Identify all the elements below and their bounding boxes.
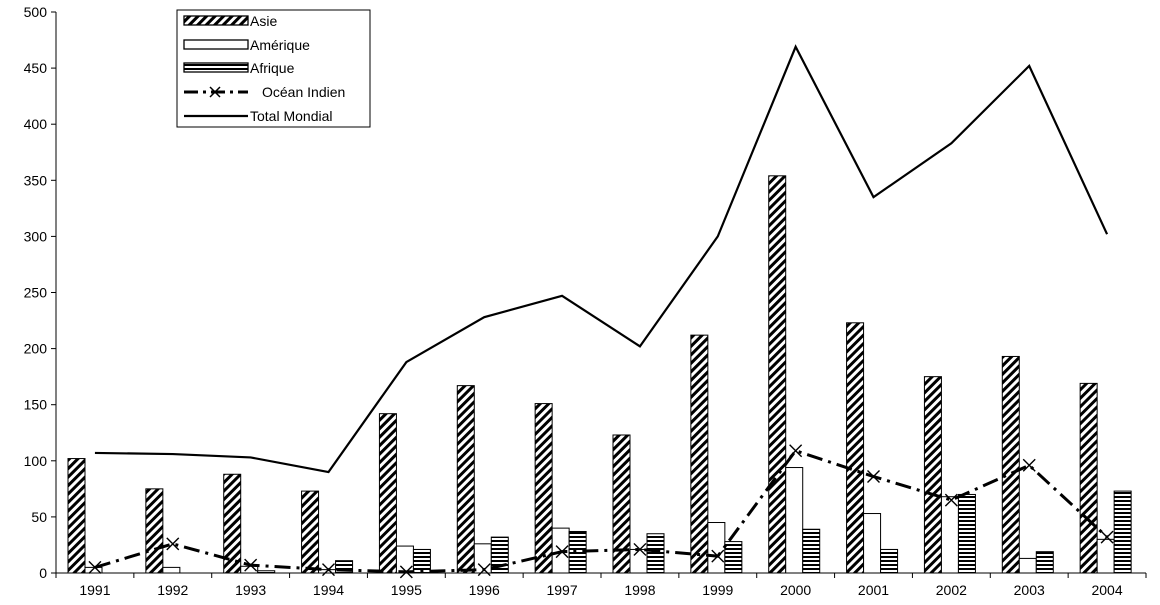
point-ocean-indien-1994 <box>322 563 335 577</box>
line-total-mondial <box>94 44 1109 474</box>
bar-afrique-2002 <box>957 493 976 574</box>
point-ocean-indien-1999 <box>711 549 725 563</box>
bar-amrique-2004 <box>1096 538 1115 574</box>
bar-amrique-1992 <box>162 566 181 574</box>
bar-amrique-2001 <box>863 513 882 574</box>
legend-swatch-asie <box>183 15 249 26</box>
bar-asie-2001 <box>846 322 865 574</box>
legend-marker-ocean-indien <box>209 86 221 98</box>
point-ocean-indien-1998 <box>633 542 647 556</box>
point-ocean-indien-2003 <box>1022 458 1036 472</box>
bar-amrique-1995 <box>395 545 414 574</box>
bar-asie-1995 <box>378 413 397 574</box>
bar-asie-1999 <box>690 334 709 574</box>
x-tick-label: 1992 <box>157 582 188 598</box>
x-tick-label: 2001 <box>858 582 889 598</box>
bar-afrique-2000 <box>802 528 821 574</box>
bar-asie-2002 <box>923 376 942 574</box>
bar-asie-2003 <box>1001 355 1020 574</box>
legend-label-ocean-indien: Océan Indien <box>262 84 345 100</box>
point-ocean-indien-1991 <box>88 560 102 574</box>
bar-asie-1996 <box>456 385 475 574</box>
lines-layer <box>88 44 1114 579</box>
legend: Asie Amérique Afrique Océan Indien Total… <box>176 9 371 128</box>
point-ocean-indien-1993 <box>244 558 258 572</box>
legend-label-amerique: Amérique <box>250 37 310 53</box>
x-tick-label: 2004 <box>1091 582 1122 598</box>
bar-afrique-1998 <box>646 533 665 574</box>
bar-asie-2000 <box>768 175 787 574</box>
point-ocean-indien-1997 <box>555 545 569 559</box>
y-tick-label: 400 <box>24 116 48 132</box>
x-tick-label: 1991 <box>79 582 110 598</box>
y-tick-label: 350 <box>24 172 48 188</box>
point-ocean-indien-2000 <box>789 444 803 458</box>
point-ocean-indien-2004 <box>1100 530 1114 544</box>
x-tick-label: 1994 <box>313 582 344 598</box>
bar-afrique-2004 <box>1113 490 1132 574</box>
bar-asie-1991 <box>67 458 86 574</box>
bars-layer <box>67 175 1132 574</box>
bar-afrique-1993 <box>257 570 276 574</box>
point-ocean-indien-1992 <box>166 537 180 551</box>
legend-label-asie: Asie <box>250 13 277 29</box>
line-oc-an-indien <box>94 448 1109 574</box>
y-tick-label: 200 <box>24 341 48 357</box>
y-tick-label: 450 <box>24 60 48 76</box>
bar-asie-1993 <box>223 473 242 574</box>
y-tick-label: 50 <box>31 509 47 525</box>
y-tick-label: 300 <box>24 228 48 244</box>
y-tick-label: 100 <box>24 453 48 469</box>
bar-afrique-1999 <box>724 541 743 574</box>
x-tick-label: 1999 <box>702 582 733 598</box>
bar-afrique-2001 <box>880 548 899 574</box>
y-tick-label: 250 <box>24 285 48 301</box>
axes: 0 50 100 150 200 250 300 350 400 450 500 1991 1992 19… <box>24 4 1147 598</box>
y-tick-label: 500 <box>24 4 48 20</box>
bar-asie-1992 <box>145 488 164 574</box>
bar-amrique-2000 <box>785 467 804 574</box>
point-ocean-indien-1995 <box>399 565 413 579</box>
x-tick-label: 1998 <box>624 582 655 598</box>
legend-swatch-amerique <box>183 39 249 50</box>
bar-afrique-2003 <box>1035 551 1054 574</box>
y-tick-label: 0 <box>39 565 47 581</box>
legend-swatch-afrique <box>183 62 249 73</box>
x-tick-label: 1995 <box>391 582 422 598</box>
bar-amrique-1991 <box>84 566 103 574</box>
y-tick-label: 150 <box>24 397 48 413</box>
x-tick-label: 1993 <box>235 582 266 598</box>
point-ocean-indien-2001 <box>867 470 880 484</box>
x-tick-label: 2002 <box>936 582 967 598</box>
bar-amrique-1999 <box>707 522 726 574</box>
point-ocean-indien-1996 <box>477 563 491 577</box>
x-tick-label: 1996 <box>469 582 500 598</box>
bar-amrique-2002 <box>940 496 959 574</box>
x-tick-label: 1997 <box>546 582 577 598</box>
bar-afrique-1995 <box>412 548 431 574</box>
point-ocean-indien-2002 <box>944 493 958 507</box>
bar-asie-1994 <box>301 490 320 574</box>
legend-label-afrique: Afrique <box>250 60 295 76</box>
x-tick-label: 2000 <box>780 582 811 598</box>
legend-label-total-mondial: Total Mondial <box>250 108 333 124</box>
bar-asie-1998 <box>612 434 631 574</box>
bar-amrique-2003 <box>1018 557 1037 574</box>
bar-asie-2004 <box>1079 382 1098 574</box>
bar-asie-1997 <box>534 403 553 574</box>
x-tick-label: 2003 <box>1014 582 1045 598</box>
